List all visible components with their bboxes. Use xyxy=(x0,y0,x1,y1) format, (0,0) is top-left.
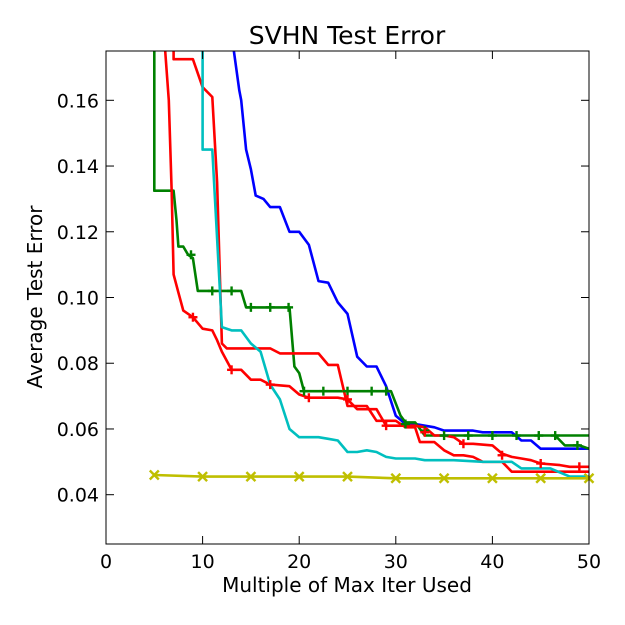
data-point xyxy=(188,312,198,322)
data-point xyxy=(535,472,547,484)
data-point xyxy=(439,431,449,441)
data-point xyxy=(148,469,160,481)
data-point xyxy=(245,471,257,482)
data-point xyxy=(381,421,391,431)
data-point xyxy=(572,440,582,450)
y-tick-label: 0.16 xyxy=(57,90,99,112)
data-point xyxy=(227,365,237,375)
data-point xyxy=(186,250,196,260)
series-line-3 xyxy=(172,51,589,473)
y-tick-label: 0.10 xyxy=(57,288,99,310)
data-point xyxy=(458,439,468,449)
y-axis-label: Average Test Error xyxy=(23,205,47,389)
y-tick-label: 0.06 xyxy=(57,419,99,441)
data-point xyxy=(265,302,275,312)
data-point xyxy=(487,472,498,484)
data-point xyxy=(463,431,473,441)
data-point xyxy=(343,386,352,396)
data-point xyxy=(299,386,309,396)
ticks-layer: 0 10 20 30 40 50 0.04 0.06 0.08 0.10 0.12 0.14 0.16 xyxy=(57,51,601,573)
x-tick-label: 50 xyxy=(577,551,601,573)
x-tick-label: 20 xyxy=(287,551,311,573)
data-point xyxy=(550,431,560,441)
data-point xyxy=(420,427,430,437)
x-tick-label: 30 xyxy=(384,551,408,573)
data-point xyxy=(438,472,450,484)
series-line-2 xyxy=(163,51,589,469)
data-point xyxy=(284,302,294,312)
data-point xyxy=(367,386,377,396)
data-point xyxy=(574,462,584,472)
data-point xyxy=(390,472,402,484)
x-tick-label: 10 xyxy=(191,551,215,573)
data-point xyxy=(227,286,237,296)
y-tick-label: 0.14 xyxy=(57,156,99,178)
data-point xyxy=(512,431,522,441)
y-tick-label: 0.12 xyxy=(57,222,99,244)
y-tick-label: 0.08 xyxy=(57,353,99,375)
data-point xyxy=(534,431,544,441)
series-line-4 xyxy=(201,51,589,478)
x-axis-label: Multiple of Max Iter Used xyxy=(222,573,472,597)
data-point xyxy=(197,471,208,482)
x-tick-label: 40 xyxy=(480,551,504,573)
data-point xyxy=(343,394,352,404)
data-point xyxy=(265,380,275,390)
x-tick-label: 0 xyxy=(100,551,112,573)
data-point xyxy=(381,386,391,396)
data-point xyxy=(400,419,410,429)
plot-frame xyxy=(105,50,590,545)
series-line-1 xyxy=(153,51,589,450)
data-point xyxy=(487,431,497,441)
data-point xyxy=(497,450,507,460)
data-point xyxy=(342,471,353,482)
data-point xyxy=(246,302,256,312)
series-line-5 xyxy=(154,473,589,480)
data-point xyxy=(536,458,546,468)
y-tick-label: 0.04 xyxy=(57,485,99,507)
data-point xyxy=(304,393,314,403)
data-point xyxy=(318,386,328,396)
series-layer xyxy=(153,51,589,480)
chart-title: SVHN Test Error xyxy=(249,21,446,50)
data-point xyxy=(293,471,305,482)
data-point xyxy=(207,286,217,296)
